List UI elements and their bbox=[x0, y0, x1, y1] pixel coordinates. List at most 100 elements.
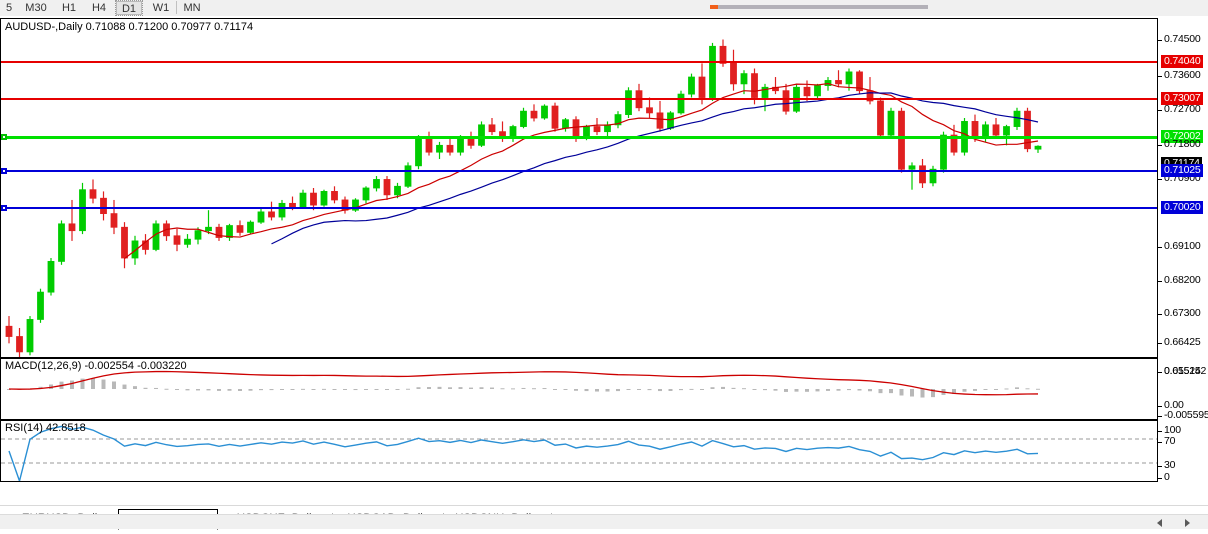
macd-histogram-bar bbox=[1025, 388, 1030, 390]
price-tick bbox=[1158, 343, 1162, 344]
macd_scale-label: 0.015142 bbox=[1164, 365, 1207, 377]
macd-histogram-bar bbox=[364, 389, 368, 390]
candle bbox=[730, 49, 737, 91]
macd-histogram-bar bbox=[196, 389, 200, 391]
macd-histogram-bar bbox=[983, 389, 988, 390]
candle bbox=[383, 176, 391, 200]
macd-histogram-bar bbox=[511, 388, 515, 390]
macd-histogram-bar bbox=[1015, 387, 1019, 389]
scroll-right-button[interactable] bbox=[1180, 516, 1195, 528]
rsi-panel[interactable]: RSI(14) 42.8518 bbox=[0, 420, 1158, 482]
timeframe-h1[interactable]: H1 bbox=[61, 2, 77, 14]
macd-histogram-bar bbox=[658, 389, 662, 392]
price-level-tag[interactable]: 0.70020 bbox=[1161, 201, 1203, 214]
timeframe-mn[interactable]: MN bbox=[183, 2, 201, 14]
macd-plot bbox=[7, 370, 1040, 398]
level-line-pivot[interactable] bbox=[1, 136, 1157, 139]
candle bbox=[16, 327, 23, 357]
candle bbox=[352, 198, 359, 212]
candle bbox=[614, 111, 622, 129]
macd-histogram-bar bbox=[763, 389, 767, 391]
level-line-resistance-1[interactable] bbox=[1, 61, 1157, 63]
candle bbox=[1013, 107, 1021, 130]
price-level-tag[interactable]: 0.73007 bbox=[1161, 92, 1203, 105]
timeframe-h4[interactable]: H4 bbox=[91, 2, 107, 14]
macd_scale-label: -0.005595 bbox=[1164, 409, 1208, 421]
macd-histogram-bar bbox=[343, 389, 347, 390]
price-scale[interactable]: 0.74500 0.74040 0.73600 0.73007 0.72700 0.720… bbox=[1158, 18, 1208, 377]
candle bbox=[226, 223, 233, 241]
chart-area[interactable]: AUDUSD-,Daily 0.71088 0.71200 0.70977 0.… bbox=[0, 18, 1208, 522]
timeframe-5[interactable]: 5 bbox=[5, 2, 13, 14]
rsi-line bbox=[8, 425, 1039, 481]
rsi_scale-label: 70 bbox=[1164, 435, 1176, 447]
macd-histogram-bar bbox=[301, 388, 305, 390]
scale-tick bbox=[1158, 466, 1162, 467]
candle bbox=[1003, 124, 1010, 146]
macd-signal-line bbox=[8, 370, 1039, 396]
macd-histogram-bar bbox=[542, 388, 547, 390]
macd-histogram-bar bbox=[185, 389, 190, 391]
macd-histogram-bar bbox=[1004, 388, 1009, 390]
price-level-tag[interactable]: 0.72002 bbox=[1161, 130, 1203, 143]
level-anchor-support-1[interactable] bbox=[1, 168, 7, 174]
candle bbox=[520, 107, 527, 129]
macd-histogram-bar bbox=[899, 389, 904, 396]
horizontal-scrollbar[interactable] bbox=[0, 514, 1208, 529]
price-label: 0.74500 bbox=[1164, 33, 1201, 45]
candle bbox=[373, 176, 380, 192]
level-line-support-1[interactable] bbox=[1, 170, 1157, 172]
macd-legend: MACD(12,26,9) -0.002554 -0.003220 bbox=[5, 360, 187, 372]
macd-histogram-bar bbox=[994, 389, 998, 390]
candle bbox=[551, 102, 559, 132]
macd-histogram-bar bbox=[206, 389, 211, 391]
level-line-support-2[interactable] bbox=[1, 207, 1157, 209]
candle bbox=[950, 124, 958, 156]
macd-histogram-bar bbox=[595, 389, 599, 392]
macd-histogram-bar bbox=[805, 389, 809, 392]
price-label: 0.69100 bbox=[1164, 240, 1201, 252]
macd-histogram-bar bbox=[889, 389, 893, 394]
price-label: 0.65525 bbox=[1164, 365, 1201, 377]
level-anchor-pivot[interactable] bbox=[1, 134, 7, 140]
candle bbox=[247, 220, 254, 235]
candle bbox=[835, 70, 842, 88]
timeframe-m30[interactable]: M30 bbox=[25, 2, 47, 14]
macd-histogram-bar bbox=[269, 389, 274, 391]
level-anchor-support-2[interactable] bbox=[1, 205, 7, 211]
macd-histogram-bar bbox=[784, 389, 788, 392]
candle bbox=[310, 188, 317, 211]
macd-histogram-bar bbox=[217, 389, 221, 391]
price-chart-panel[interactable]: AUDUSD-,Daily 0.71088 0.71200 0.70977 0.… bbox=[0, 18, 1158, 358]
candle bbox=[1034, 145, 1042, 153]
price-level-tag[interactable]: 0.71025 bbox=[1161, 164, 1203, 177]
timeframe-d1[interactable]: D1 bbox=[115, 0, 143, 16]
macd-histogram-bar bbox=[490, 387, 494, 389]
timeframe-toolbar: 5 M30 H1 H4 D1 W1 MN bbox=[0, 0, 1208, 16]
macd-panel[interactable]: MACD(12,26,9) -0.002554 -0.003220 bbox=[0, 358, 1158, 420]
macd_scale-label: 0.00 bbox=[1164, 399, 1184, 411]
candle bbox=[194, 227, 202, 245]
macd-histogram-bar bbox=[175, 389, 179, 390]
macd-histogram-bar bbox=[112, 381, 116, 389]
candle bbox=[331, 186, 338, 204]
macd-histogram-bar bbox=[563, 389, 568, 390]
price-tick bbox=[1158, 145, 1162, 146]
rsi_scale-label: 30 bbox=[1164, 459, 1176, 471]
candle bbox=[89, 179, 97, 204]
price-level-tag[interactable]: 0.74040 bbox=[1161, 55, 1203, 68]
candle bbox=[100, 191, 107, 221]
timeframe-w1[interactable]: W1 bbox=[152, 2, 170, 14]
macd-histogram-bar bbox=[374, 389, 379, 390]
candle bbox=[877, 97, 884, 139]
moving-average-line bbox=[271, 92, 1039, 245]
level-line-resistance-2[interactable] bbox=[1, 98, 1157, 100]
price-label: 0.72700 bbox=[1164, 103, 1201, 115]
candle bbox=[26, 316, 34, 356]
candle bbox=[478, 121, 485, 148]
candle bbox=[992, 118, 1000, 139]
scroll-left-button[interactable] bbox=[1152, 516, 1167, 528]
macd-histogram-bar bbox=[878, 389, 883, 394]
symbol-ohlc-legend: AUDUSD-,Daily 0.71088 0.71200 0.70977 0.… bbox=[5, 21, 254, 33]
